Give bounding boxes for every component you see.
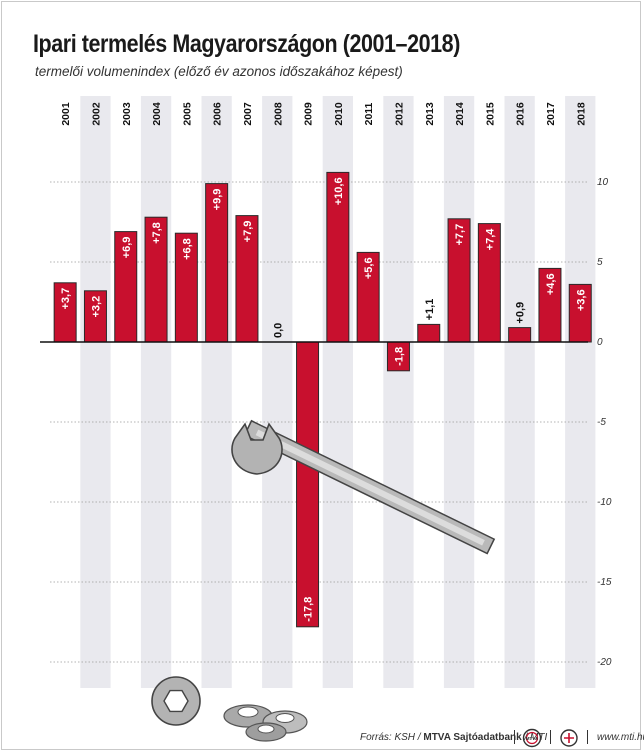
bar-value-label: +3,7 <box>60 288 72 310</box>
year-label: 2015 <box>484 102 496 126</box>
bar-value-labels: +3,7 +3,2 +6,9 +7,8 +6,8 +9,9 +7,9 0,0 -17,8 +10,… <box>60 177 587 621</box>
wrench-illustration <box>151 419 496 742</box>
bar-value-label: 0,0 <box>272 323 284 338</box>
year-label: 2006 <box>212 102 224 126</box>
bar-value-label: +10,6 <box>333 177 345 205</box>
year-label: 2017 <box>545 102 557 126</box>
year-label: 2001 <box>60 102 72 126</box>
separator <box>587 730 588 744</box>
bar-value-label: -17,8 <box>303 597 315 622</box>
mti-logo <box>560 729 578 747</box>
bar-value-label: +4,6 <box>545 273 557 295</box>
source-text: Forrás: KSH / MTVA Sajtóadatbank / MTI <box>360 732 548 743</box>
bar <box>417 323 441 343</box>
column-band <box>262 96 293 688</box>
bar-value-label: +5,6 <box>363 257 375 279</box>
y-tick-label: -10 <box>597 497 612 508</box>
column-band <box>504 96 535 688</box>
year-label: 2013 <box>424 102 436 126</box>
year-label: 2005 <box>181 102 193 126</box>
mtva-logo: MTVA <box>522 728 542 748</box>
y-tick-label: 10 <box>597 177 609 188</box>
chart-subtitle: termelői volumenindex (előző év azonos i… <box>35 64 403 79</box>
column-band <box>140 96 172 688</box>
bar <box>508 327 532 343</box>
bar-value-label: +7,4 <box>484 228 496 251</box>
year-label: 2008 <box>272 102 284 126</box>
bar-value-label: +6,9 <box>121 237 133 259</box>
separator <box>550 730 551 744</box>
bar-value-label: +7,9 <box>242 221 254 243</box>
y-tick-label: -20 <box>597 657 612 668</box>
bar-value-label: -1,8 <box>393 347 405 366</box>
y-tick-label: -15 <box>597 577 612 588</box>
year-label: 2018 <box>575 102 587 126</box>
year-label: 2012 <box>393 102 405 126</box>
y-axis-ticks: 10 5 0 -5 -10 -15 -20 <box>597 177 612 668</box>
bar-value-label: +3,6 <box>575 289 587 311</box>
column-band <box>443 96 475 688</box>
svg-text:MTVA: MTVA <box>526 736 539 741</box>
year-label: 2003 <box>121 102 133 126</box>
column-band <box>383 96 414 688</box>
y-tick-label: 0 <box>597 337 603 348</box>
year-label: 2016 <box>515 102 527 126</box>
y-tick-label: 5 <box>597 257 603 268</box>
column-band <box>565 96 596 688</box>
bar-value-label: +1,1 <box>424 299 436 321</box>
separator <box>514 730 515 744</box>
bars <box>53 171 592 628</box>
bar-value-label: +0,9 <box>515 302 527 324</box>
year-label: 2011 <box>363 102 375 125</box>
year-label: 2014 <box>454 102 466 126</box>
bar <box>296 341 320 628</box>
bar-value-label: +9,9 <box>212 189 224 211</box>
year-label: 2002 <box>90 102 102 126</box>
column-bands <box>80 96 596 688</box>
year-label: 2004 <box>151 102 163 126</box>
bar-value-label: +6,8 <box>181 238 193 260</box>
footer: Forrás: KSH / MTVA Sajtóadatbank / MTI M… <box>300 728 644 748</box>
website-text: www.mti.hu <box>597 732 644 743</box>
year-label: 2010 <box>333 102 345 126</box>
bar-value-label: +7,8 <box>151 222 163 244</box>
nuts-illustration <box>223 704 308 742</box>
year-labels: 2001 2002 2003 2004 2005 2006 2007 2008 2009 2010… <box>60 102 587 126</box>
bar-value-label: +7,7 <box>454 224 466 246</box>
year-label: 2009 <box>303 102 315 126</box>
year-label: 2007 <box>242 102 254 126</box>
chart-title: Ipari termelés Magyarországon (2001–2018… <box>33 30 460 58</box>
bar-value-label: +3,2 <box>90 296 102 318</box>
column-band <box>80 96 111 688</box>
y-tick-label: -5 <box>597 417 606 428</box>
